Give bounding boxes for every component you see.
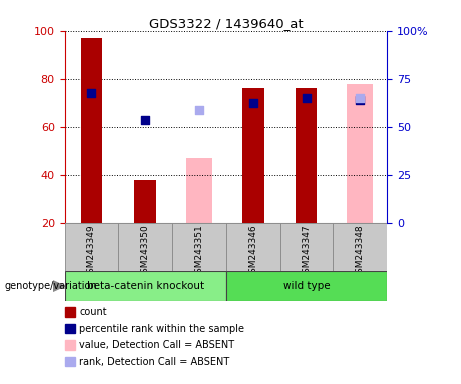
Text: GDS3322 / 1439640_at: GDS3322 / 1439640_at — [148, 17, 303, 30]
Bar — [81, 38, 102, 223]
Bar — [118, 223, 172, 271]
Bar — [172, 223, 226, 271]
Point — [142, 116, 149, 122]
Text: count: count — [79, 307, 107, 317]
Point — [249, 100, 256, 106]
Bar — [333, 223, 387, 271]
Bar — [65, 223, 118, 271]
Point — [195, 107, 203, 113]
Bar — [348, 84, 373, 223]
Text: GSM243351: GSM243351 — [195, 224, 203, 279]
Text: value, Detection Call = ABSENT: value, Detection Call = ABSENT — [79, 340, 234, 350]
Text: GSM243349: GSM243349 — [87, 224, 96, 279]
Bar — [135, 180, 156, 223]
Text: GSM243347: GSM243347 — [302, 224, 311, 279]
Text: wild type: wild type — [283, 281, 331, 291]
Text: percentile rank within the sample: percentile rank within the sample — [79, 323, 244, 334]
Bar — [226, 271, 387, 301]
Point — [357, 95, 364, 101]
Bar — [186, 158, 212, 223]
Text: rank, Detection Call = ABSENT: rank, Detection Call = ABSENT — [79, 356, 230, 367]
Polygon shape — [53, 281, 65, 291]
Point — [303, 95, 310, 101]
Bar — [65, 271, 226, 301]
Bar — [280, 223, 333, 271]
Text: genotype/variation: genotype/variation — [5, 281, 97, 291]
Bar — [296, 88, 317, 223]
Text: GSM243346: GSM243346 — [248, 224, 257, 279]
Bar — [242, 88, 264, 223]
Point — [88, 90, 95, 96]
Text: GSM243350: GSM243350 — [141, 224, 150, 279]
Point — [357, 97, 364, 103]
Text: beta-catenin knockout: beta-catenin knockout — [87, 281, 204, 291]
Bar — [226, 223, 280, 271]
Text: GSM243348: GSM243348 — [356, 224, 365, 279]
